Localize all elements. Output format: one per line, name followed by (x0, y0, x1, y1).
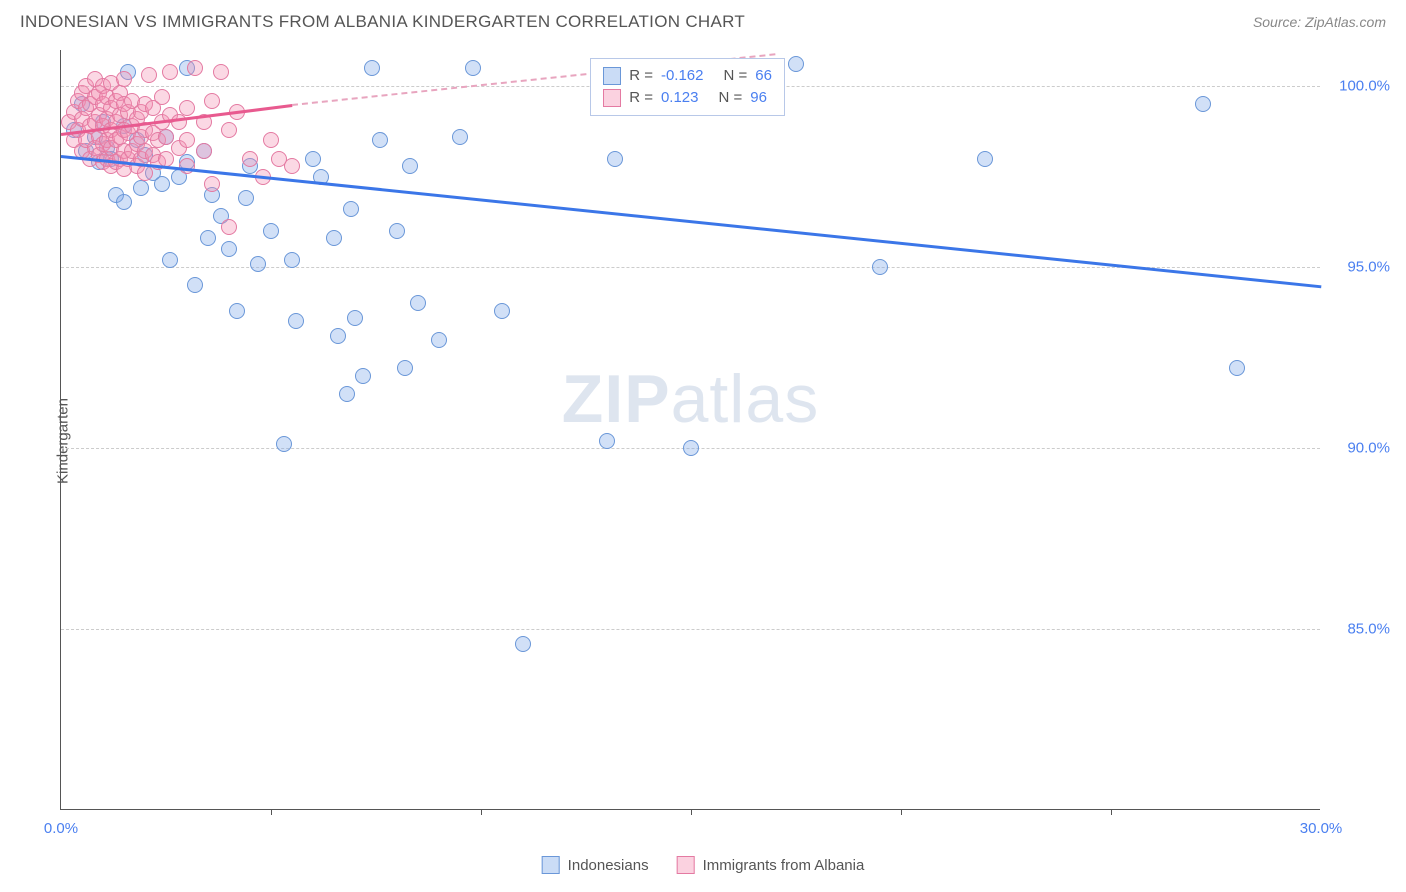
x-tick-label: 0.0% (44, 820, 78, 837)
scatter-point (389, 223, 405, 239)
scatter-point (683, 440, 699, 456)
stats-legend-row: R = 0.123 N = 96 (603, 87, 772, 109)
chart-source: Source: ZipAtlas.com (1253, 14, 1386, 30)
scatter-point (221, 219, 237, 235)
scatter-point (1195, 96, 1211, 112)
y-tick-label: 85.0% (1330, 621, 1390, 638)
scatter-point (326, 230, 342, 246)
r-label: R = (629, 67, 653, 84)
scatter-point (187, 277, 203, 293)
scatter-point (607, 151, 623, 167)
scatter-point (141, 67, 157, 83)
y-tick-label: 90.0% (1330, 440, 1390, 457)
x-tick-mark (481, 809, 482, 815)
legend-item-indonesians: Indonesians (542, 856, 649, 874)
n-value: 66 (755, 67, 772, 84)
x-tick-mark (901, 809, 902, 815)
scatter-point (116, 194, 132, 210)
n-value: 96 (750, 89, 767, 106)
scatter-point (452, 129, 468, 145)
chart-container: Kindergarten ZIPatlas 85.0%90.0%95.0%100… (60, 50, 1386, 832)
scatter-point (200, 230, 216, 246)
watermark-zip: ZIP (562, 361, 671, 437)
scatter-point (213, 64, 229, 80)
scatter-point (599, 433, 615, 449)
scatter-point (263, 132, 279, 148)
y-tick-label: 100.0% (1330, 78, 1390, 95)
scatter-point (364, 60, 380, 76)
legend-item-albania: Immigrants from Albania (677, 856, 865, 874)
scatter-point (305, 151, 321, 167)
scatter-point (343, 201, 359, 217)
scatter-point (242, 151, 258, 167)
scatter-point (284, 158, 300, 174)
scatter-point (238, 190, 254, 206)
scatter-point (133, 180, 149, 196)
scatter-point (154, 176, 170, 192)
n-label: N = (719, 89, 743, 106)
scatter-point (347, 310, 363, 326)
r-value: 0.123 (661, 89, 699, 106)
legend-swatch-pink (677, 856, 695, 874)
stats-legend: R =-0.162N =66R = 0.123N =96 (590, 58, 785, 116)
scatter-point (465, 60, 481, 76)
r-value: -0.162 (661, 67, 704, 84)
x-tick-mark (271, 809, 272, 815)
plot-area: ZIPatlas 85.0%90.0%95.0%100.0%0.0%30.0%R… (60, 50, 1320, 810)
scatter-point (187, 60, 203, 76)
scatter-point (154, 89, 170, 105)
scatter-point (204, 93, 220, 109)
scatter-point (204, 176, 220, 192)
scatter-point (221, 241, 237, 257)
scatter-point (410, 295, 426, 311)
scatter-point (494, 303, 510, 319)
gridline-h (61, 629, 1320, 630)
scatter-point (284, 252, 300, 268)
scatter-point (179, 100, 195, 116)
legend-label-indonesians: Indonesians (568, 857, 649, 874)
watermark: ZIPatlas (562, 360, 819, 438)
legend-label-albania: Immigrants from Albania (703, 857, 865, 874)
chart-header: INDONESIAN VS IMMIGRANTS FROM ALBANIA KI… (0, 0, 1406, 40)
scatter-point (402, 158, 418, 174)
scatter-point (229, 303, 245, 319)
legend-swatch (603, 89, 621, 107)
x-tick-label: 30.0% (1300, 820, 1343, 837)
scatter-point (355, 368, 371, 384)
scatter-point (179, 132, 195, 148)
scatter-point (116, 71, 132, 87)
scatter-point (788, 56, 804, 72)
watermark-atlas: atlas (671, 361, 820, 437)
scatter-point (263, 223, 279, 239)
scatter-point (1229, 360, 1245, 376)
scatter-point (221, 122, 237, 138)
scatter-point (276, 436, 292, 452)
scatter-point (179, 158, 195, 174)
legend-swatch-blue (542, 856, 560, 874)
y-tick-label: 95.0% (1330, 259, 1390, 276)
scatter-point (339, 386, 355, 402)
chart-title: INDONESIAN VS IMMIGRANTS FROM ALBANIA KI… (20, 12, 745, 32)
n-label: N = (724, 67, 748, 84)
x-tick-mark (691, 809, 692, 815)
scatter-point (372, 132, 388, 148)
scatter-point (288, 313, 304, 329)
scatter-point (431, 332, 447, 348)
scatter-point (162, 252, 178, 268)
scatter-point (397, 360, 413, 376)
scatter-point (196, 143, 212, 159)
scatter-point (250, 256, 266, 272)
legend-swatch (603, 67, 621, 85)
r-label: R = (629, 89, 653, 106)
scatter-point (515, 636, 531, 652)
stats-legend-row: R = -0.162 N = 66 (603, 65, 772, 87)
scatter-point (162, 64, 178, 80)
scatter-point (977, 151, 993, 167)
scatter-point (330, 328, 346, 344)
x-tick-mark (1111, 809, 1112, 815)
scatter-point (872, 259, 888, 275)
bottom-legend: Indonesians Immigrants from Albania (542, 856, 865, 874)
